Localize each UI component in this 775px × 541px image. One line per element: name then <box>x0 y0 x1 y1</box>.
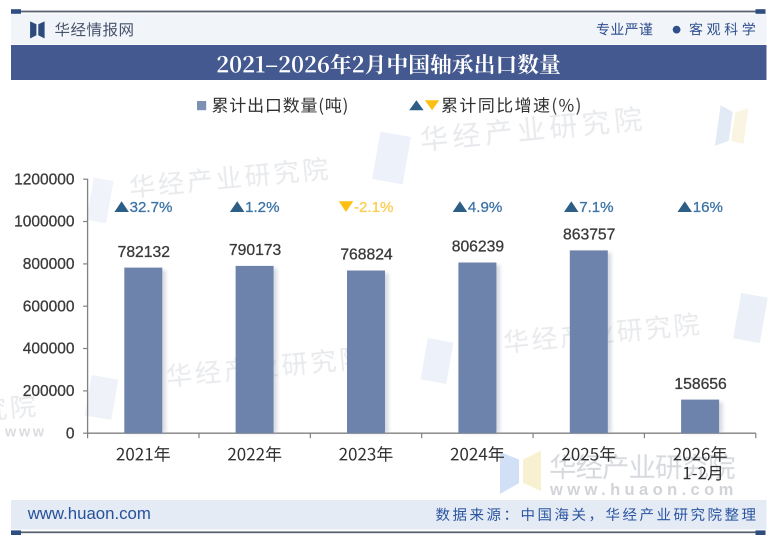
svg-text:-2.1%: -2.1% <box>354 199 393 216</box>
svg-text:782132: 782132 <box>118 244 170 261</box>
svg-text:806239: 806239 <box>452 239 504 256</box>
svg-text:200000: 200000 <box>23 383 75 400</box>
svg-text:863757: 863757 <box>563 227 615 244</box>
svg-text:1.2%: 1.2% <box>245 199 279 216</box>
svg-text:790173: 790173 <box>229 242 282 259</box>
svg-text:0: 0 <box>66 425 75 442</box>
svg-text:1200000: 1200000 <box>14 171 75 188</box>
svg-text:16%: 16% <box>693 199 723 216</box>
svg-text:1000000: 1000000 <box>14 214 75 231</box>
svg-text:400000: 400000 <box>23 341 75 358</box>
svg-text:www.huaon.com: www.huaon.com <box>27 504 151 523</box>
svg-text:4.9%: 4.9% <box>468 199 502 216</box>
svg-text:158656: 158656 <box>674 376 727 393</box>
svg-text:800000: 800000 <box>23 256 75 273</box>
svg-text:768824: 768824 <box>340 247 393 264</box>
svg-text:7.1%: 7.1% <box>579 199 613 216</box>
svg-text:www: www <box>4 425 47 441</box>
svg-text:600000: 600000 <box>23 298 75 315</box>
svg-text:www.huaon.com: www.huaon.com <box>549 481 738 499</box>
svg-text:32.7%: 32.7% <box>130 199 173 216</box>
